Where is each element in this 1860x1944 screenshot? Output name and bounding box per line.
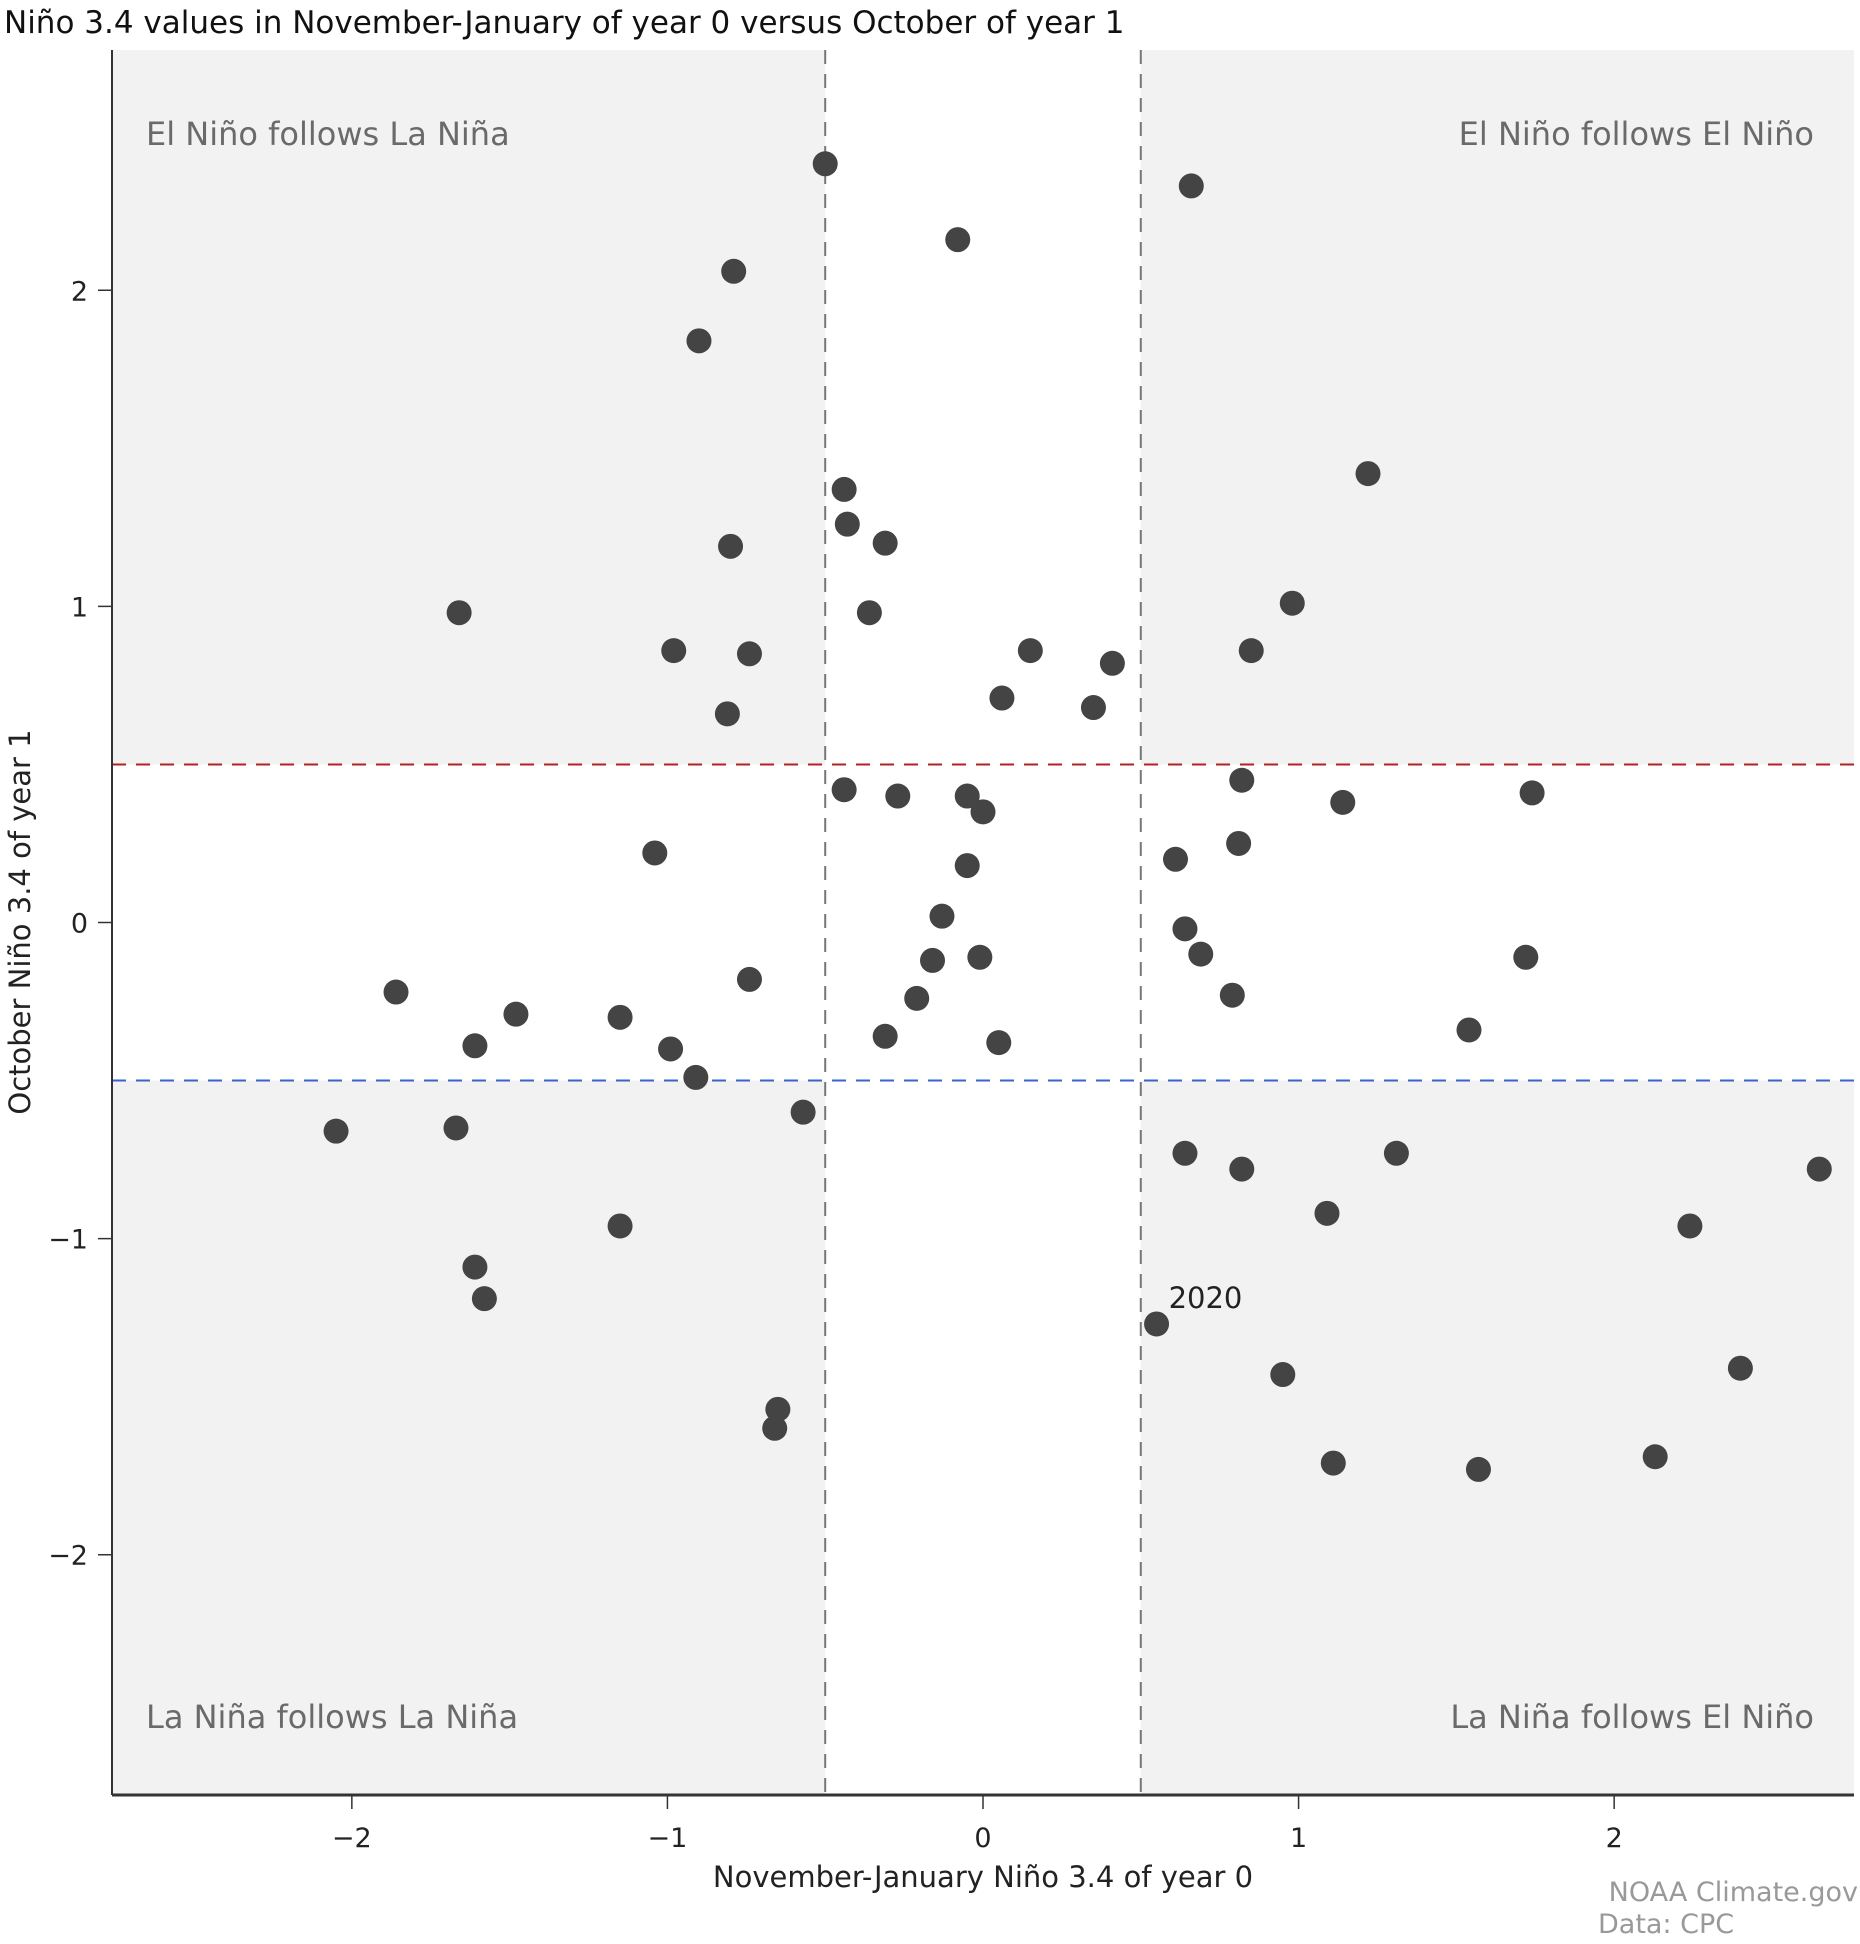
data-point <box>1355 461 1381 487</box>
data-point <box>1099 650 1125 676</box>
data-point <box>831 777 857 803</box>
data-point <box>1172 916 1198 942</box>
quadrant-label-bottom-left: La Niña follows La Niña <box>146 1698 518 1736</box>
y-tick-label: 2 <box>71 276 88 307</box>
data-point <box>885 783 911 809</box>
data-point <box>1465 1456 1491 1482</box>
data-point <box>1519 780 1545 806</box>
data-point <box>945 227 971 253</box>
quadrant-label-top-right: El Niño follows El Niño <box>1459 115 1814 153</box>
data-point <box>686 328 712 354</box>
data-point <box>1806 1156 1832 1182</box>
data-point <box>1270 1362 1296 1388</box>
data-point <box>1727 1355 1753 1381</box>
data-point <box>765 1396 791 1422</box>
data-point <box>642 840 668 866</box>
data-point <box>967 944 993 970</box>
x-tick-label: 2 <box>1606 1823 1623 1854</box>
data-point <box>872 530 898 556</box>
data-point <box>721 258 747 284</box>
data-point <box>1226 830 1252 856</box>
quadrant-label-top-left: El Niño follows La Niña <box>146 115 510 153</box>
data-point <box>718 533 744 559</box>
data-point <box>1513 944 1539 970</box>
data-point <box>1642 1444 1668 1470</box>
data-point <box>1320 1450 1346 1476</box>
annotation-2020: 2020 <box>1169 1281 1243 1315</box>
data-point <box>834 511 860 537</box>
data-point <box>658 1036 684 1062</box>
x-tick-label: −1 <box>648 1823 688 1854</box>
y-tick-label: −1 <box>48 1225 88 1256</box>
data-point <box>762 1415 788 1441</box>
y-tick-label: 0 <box>71 909 88 940</box>
data-point <box>1456 1017 1482 1043</box>
data-point <box>929 903 955 929</box>
data-point <box>1172 1140 1198 1166</box>
data-point <box>607 1213 633 1239</box>
data-point <box>904 985 930 1011</box>
credit-data: Data: CPC <box>1598 1909 1734 1940</box>
y-tick-label: 1 <box>71 592 88 623</box>
data-point <box>607 1004 633 1030</box>
data-point <box>661 638 687 664</box>
data-point <box>462 1254 488 1280</box>
quadrant-shading <box>112 50 1854 1795</box>
data-point <box>1229 1156 1255 1182</box>
data-point <box>1677 1213 1703 1239</box>
data-point <box>1219 982 1245 1008</box>
shade-top-left <box>112 50 826 765</box>
data-point <box>1314 1200 1340 1226</box>
data-point <box>683 1064 709 1090</box>
y-tick-label: −2 <box>48 1541 88 1572</box>
data-point <box>446 600 472 626</box>
axes: −2 −1 0 1 2 −2 −1 0 1 2 <box>48 50 1854 1854</box>
x-tick-label: 0 <box>974 1823 991 1854</box>
data-point <box>1279 590 1305 616</box>
data-point <box>443 1115 469 1141</box>
data-point <box>986 1030 1012 1056</box>
data-point <box>872 1023 898 1049</box>
shade-bottom-left <box>112 1080 826 1795</box>
data-point <box>1383 1140 1409 1166</box>
chart-title: Niño 3.4 values in November-January of y… <box>4 5 1124 41</box>
data-point <box>812 151 838 177</box>
threshold-lines <box>112 50 1854 1795</box>
data-point <box>1178 173 1204 199</box>
data-point <box>954 783 980 809</box>
data-point <box>970 799 996 825</box>
x-axis-label: November-January Niño 3.4 of year 0 <box>713 1860 1253 1894</box>
data-point <box>831 476 857 502</box>
data-point <box>856 600 882 626</box>
data-point <box>1238 638 1264 664</box>
data-point <box>471 1286 497 1312</box>
data-point <box>954 853 980 879</box>
data-point <box>503 1001 529 1027</box>
credit-source: NOAA Climate.gov <box>1609 1877 1858 1908</box>
x-tick-label: 1 <box>1290 1823 1307 1854</box>
data-point <box>1188 941 1214 967</box>
y-axis-label: October Niño 3.4 of year 1 <box>3 729 37 1114</box>
data-point <box>989 685 1015 711</box>
data-point <box>383 979 409 1005</box>
data-point <box>1144 1311 1170 1337</box>
data-point <box>323 1118 349 1144</box>
data-point <box>736 641 762 667</box>
data-point <box>1163 846 1189 872</box>
shade-bottom-right <box>1140 1080 1854 1795</box>
x-tick-label: −2 <box>332 1823 372 1854</box>
data-point <box>462 1033 488 1059</box>
data-point <box>920 947 946 973</box>
data-point <box>1080 695 1106 721</box>
data-points <box>323 151 1832 1482</box>
data-point <box>736 966 762 992</box>
data-point <box>1229 767 1255 793</box>
data-point <box>790 1099 816 1125</box>
data-point <box>1017 638 1043 664</box>
data-point <box>1330 789 1356 815</box>
quadrant-label-bottom-right: La Niña follows El Niño <box>1450 1698 1814 1736</box>
data-point <box>714 701 740 727</box>
